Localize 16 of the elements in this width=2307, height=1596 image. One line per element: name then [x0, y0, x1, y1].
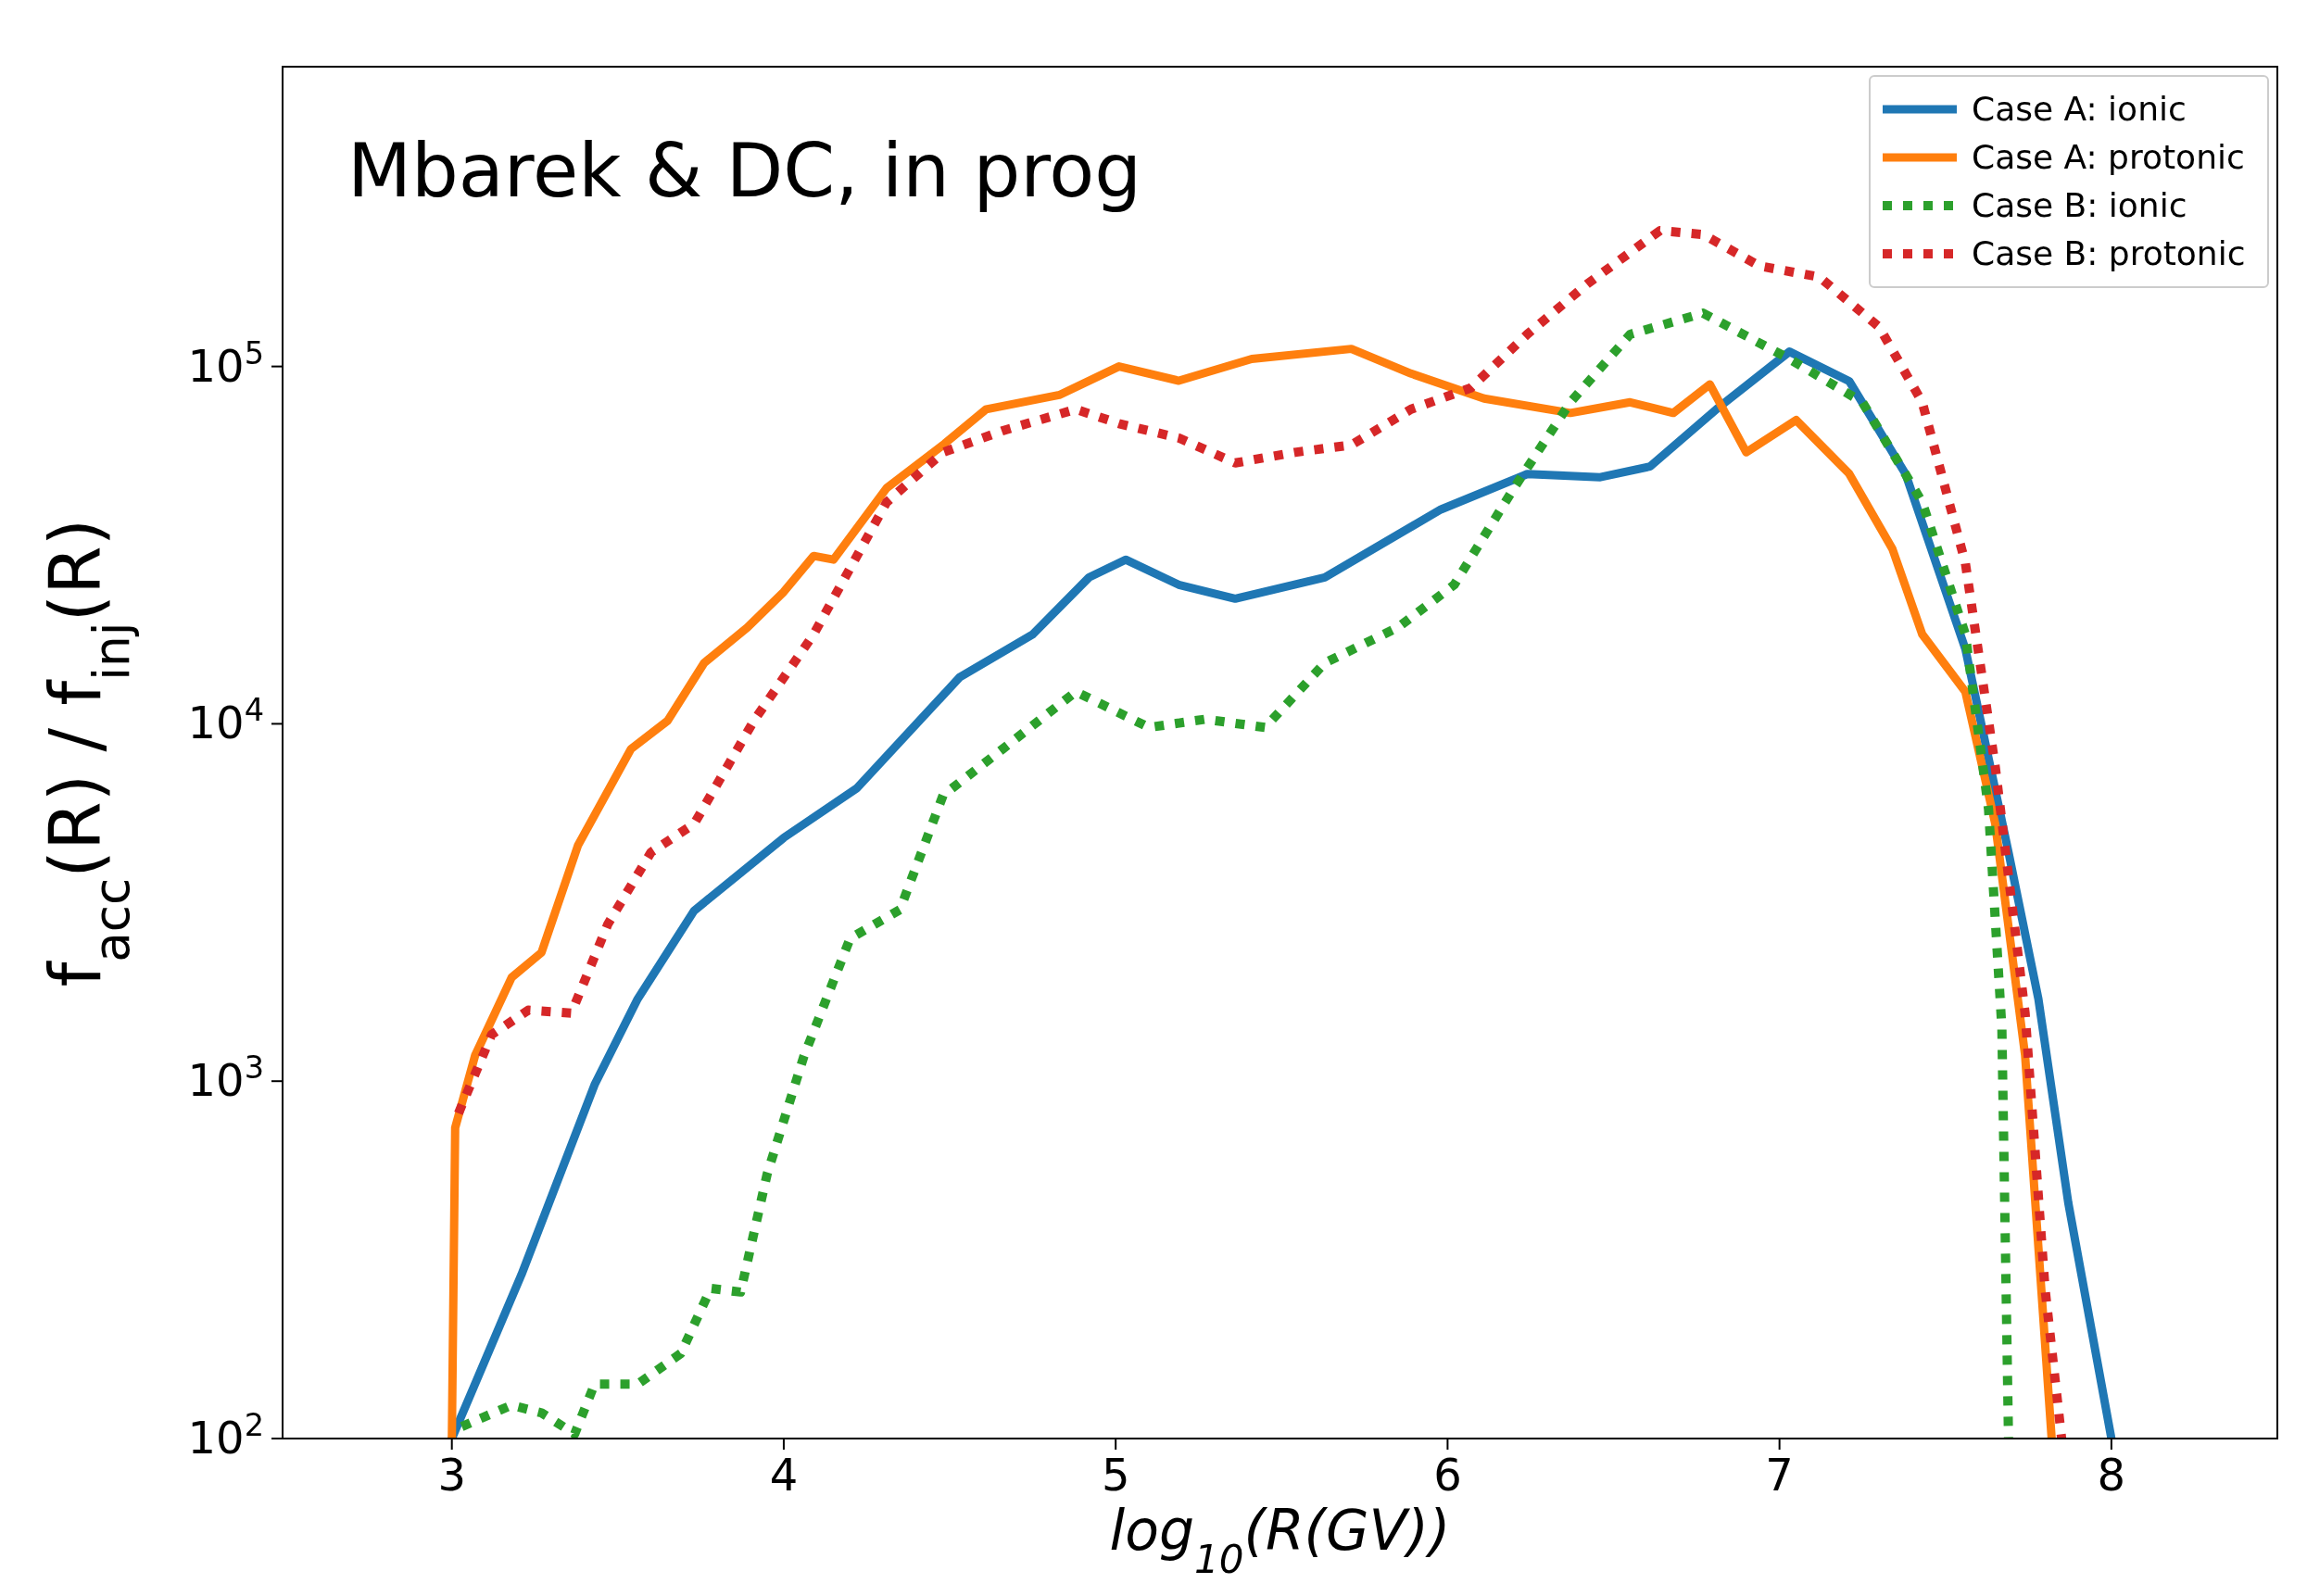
y-tick-label: 10$^{4}$ — [187, 691, 264, 749]
x-tick-label: 5 — [1101, 1449, 1130, 1501]
annotation: Mbarek & DC, in prog — [347, 128, 1142, 214]
x-tick-label: 8 — [2097, 1449, 2126, 1501]
x-tick-label: 7 — [1765, 1449, 1794, 1501]
x-axis-title: log$_{10}$(R(GV)) — [1109, 1498, 1451, 1582]
y-tick-label: 10$^{5}$ — [187, 334, 264, 392]
legend-label: Case B: ionic — [1972, 186, 2187, 224]
legend-label: Case A: protonic — [1972, 138, 2245, 176]
legend-label: Case A: ionic — [1972, 90, 2187, 128]
y-tick-label: 10$^{2}$ — [187, 1406, 264, 1464]
x-tick-label: 6 — [1433, 1449, 1462, 1501]
x-tick-label: 4 — [769, 1449, 799, 1501]
x-tick-label: 3 — [437, 1449, 466, 1501]
legend-label: Case B: protonic — [1972, 234, 2246, 272]
y-tick-label: 10$^{3}$ — [187, 1049, 264, 1107]
